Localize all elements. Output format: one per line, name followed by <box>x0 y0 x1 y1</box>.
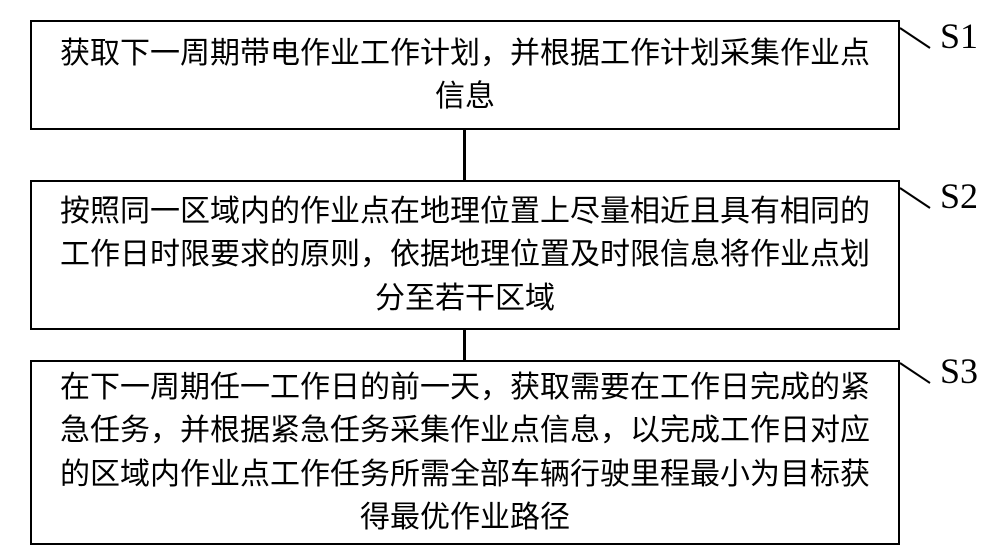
flow-step-s3: 在下一周期任一工作日的前一天，获取需要在工作日完成的紧急任务，并根据紧急任务采集… <box>30 360 900 545</box>
flowchart-canvas: 获取下一周期带电作业工作计划，并根据工作计划采集作业点信息 S1 按照同一区域内… <box>0 0 1000 548</box>
flow-step-s2-text: 按照同一区域内的作业点在地理位置上尽量相近且具有相同的工作日时限要求的原则，依据… <box>52 190 878 321</box>
flow-step-s1: 获取下一周期带电作业工作计划，并根据工作计划采集作业点信息 <box>30 20 900 130</box>
flow-step-s1-text: 获取下一周期带电作业工作计划，并根据工作计划采集作业点信息 <box>52 32 878 119</box>
flow-step-s3-text: 在下一周期任一工作日的前一天，获取需要在工作日完成的紧急任务，并根据紧急任务采集… <box>52 366 878 540</box>
step-label-s3: S3 <box>940 350 978 392</box>
connector-s2-s3 <box>463 330 466 360</box>
step-label-s2: S2 <box>940 175 978 217</box>
step-label-s1: S1 <box>940 15 978 57</box>
flow-step-s2: 按照同一区域内的作业点在地理位置上尽量相近且具有相同的工作日时限要求的原则，依据… <box>30 180 900 330</box>
connector-s1-s2 <box>463 130 466 180</box>
